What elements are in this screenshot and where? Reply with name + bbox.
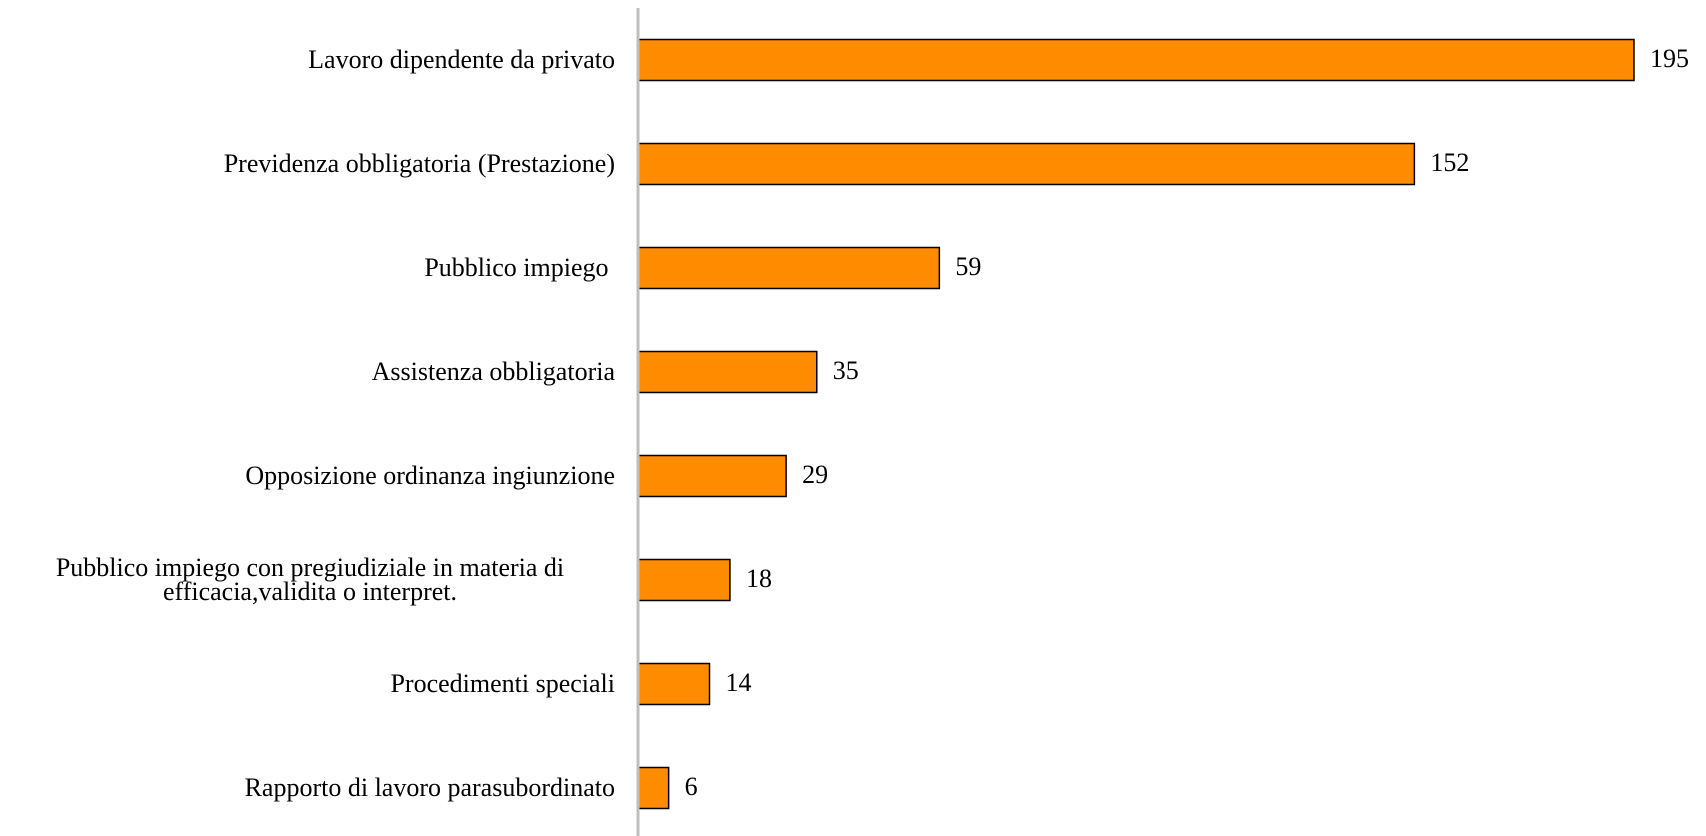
category-text: Pubblico impiego con pregiudiziale in ma… [55,553,571,606]
value-label: 14 [726,668,752,697]
category-label: Pubblico impiego [0,253,615,282]
category-text: Procedimenti speciali [390,669,615,698]
value-label: 6 [685,772,698,801]
category-label: Assistenza obbligatoria [0,357,615,386]
value-label: 35 [833,356,859,385]
value-label: 59 [955,252,981,281]
bar [637,38,1635,82]
value-label: 195 [1650,44,1689,73]
bar [637,766,670,810]
category-text: Lavoro dipendente da privato [308,45,615,74]
bar [637,350,818,394]
bar [637,142,1416,186]
value-label: 152 [1430,148,1469,177]
bar [637,558,731,602]
bar [637,454,787,498]
value-label: 18 [746,564,772,593]
category-text: Rapporto di lavoro parasubordinato [244,773,615,802]
category-text: Opposizione ordinanza ingiunzione [245,461,615,490]
category-label: Rapporto di lavoro parasubordinato [0,773,615,802]
bar [637,246,941,290]
value-label: 29 [802,460,828,489]
category-text: Previdenza obbligatoria (Prestazione) [223,149,615,178]
category-text: Assistenza obbligatoria [371,357,615,386]
category-label: Previdenza obbligatoria (Prestazione) [0,149,615,178]
category-label: Opposizione ordinanza ingiunzione [0,461,615,490]
bar [637,662,711,706]
category-label: Procedimenti speciali [0,669,615,698]
category-label: Lavoro dipendente da privato [0,45,615,74]
category-text: Pubblico impiego [424,253,615,282]
category-label: Pubblico impiego con pregiudiziale in ma… [0,553,615,606]
